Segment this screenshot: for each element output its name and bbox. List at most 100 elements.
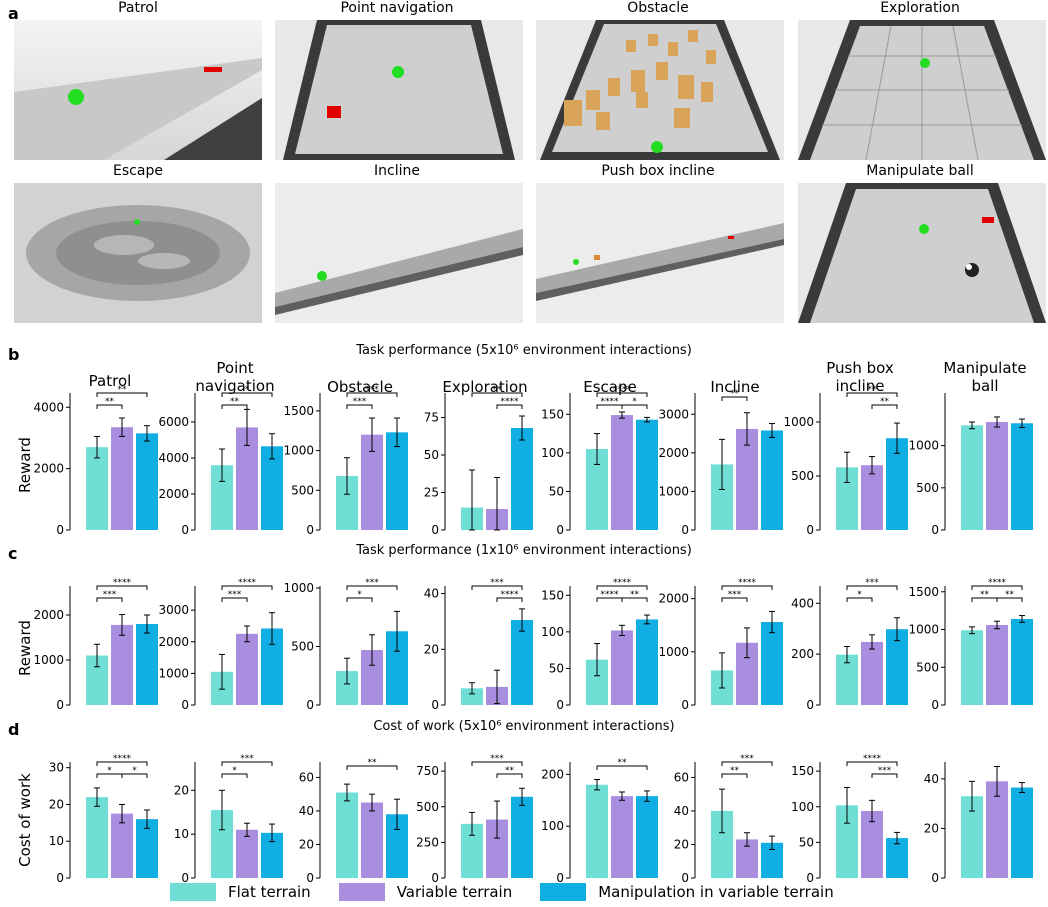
significance-label: *: [132, 766, 137, 776]
significance-label: **: [368, 758, 378, 768]
bar: [886, 438, 908, 530]
y-tick-label: 500: [916, 660, 939, 674]
bar: [736, 839, 758, 878]
y-tick-label: 500: [791, 469, 814, 483]
y-tick-label: 10: [49, 834, 64, 848]
bar: [86, 797, 108, 878]
bar: [961, 796, 983, 878]
bar: [211, 465, 233, 530]
significance-label: ***: [103, 590, 117, 600]
bar: [961, 630, 983, 705]
significance-label: ****: [738, 578, 757, 588]
bar: [1011, 618, 1033, 705]
bar: [336, 671, 358, 705]
y-tick-label: 2000: [658, 592, 689, 606]
y-tick-label: 0: [681, 698, 689, 712]
bar: [736, 428, 758, 530]
legend-item-flat-terrain: Flat terrain: [170, 883, 311, 901]
task-title-2: Obstacle: [327, 378, 393, 396]
y-axis-label-b: Reward: [16, 437, 34, 493]
task-title-0: Patrol: [88, 372, 132, 390]
bar: [236, 829, 258, 878]
y-tick-label: 0: [181, 698, 189, 712]
significance-label: *: [232, 766, 237, 776]
significance-bracket: [346, 404, 373, 409]
scene-title-escape: Escape: [113, 163, 163, 179]
y-tick-label: 0: [931, 698, 939, 712]
significance-label: *: [857, 590, 862, 600]
bar: [986, 781, 1008, 878]
chart-d-2: 0 20 40 60 **: [299, 758, 408, 885]
y-tick-label: 0: [306, 698, 314, 712]
bar: [86, 447, 108, 530]
y-tick-label: 0: [56, 698, 64, 712]
y-tick-label: 40: [424, 587, 439, 601]
significance-label: ****: [613, 578, 632, 588]
scene-manipulate-ball: [798, 183, 1046, 323]
legend-label-variable: Variable terrain: [396, 883, 513, 901]
task-title-4: Escape: [583, 378, 637, 396]
chart-b-0: 0 2000 4000 ****: [33, 385, 158, 537]
bar: [636, 619, 658, 705]
chart-b-6: 0 500 1000 ****: [783, 385, 908, 537]
significance-bracket: [496, 773, 523, 778]
y-tick-label: 0: [181, 871, 189, 885]
bar: [836, 654, 858, 705]
scene-incline: [275, 183, 523, 323]
y-tick-label: 3000: [658, 407, 689, 421]
y-tick-label: 50: [549, 484, 564, 498]
y-tick-label: 40: [299, 804, 314, 818]
y-tick-label: 50: [549, 661, 564, 675]
significance-bracket: [221, 597, 248, 602]
significance-bracket: [471, 392, 523, 397]
significance-label: **: [730, 766, 740, 776]
bar: [761, 622, 783, 705]
scene-title-obstacle: Obstacle: [627, 0, 689, 16]
significance-label: **: [1005, 590, 1015, 600]
chart-c-2: 0 500 1000 ****: [283, 578, 408, 712]
significance-bracket: [346, 597, 373, 602]
y-tick-label: 1000: [783, 415, 814, 429]
legend-item-manipulation: Manipulation in variable terrain: [540, 883, 834, 901]
section-title-c: Task performance (1x10⁶ environment inte…: [356, 543, 692, 558]
chart-d-5: 0 20 40 60 *****: [674, 754, 783, 885]
bar: [986, 422, 1008, 530]
bar: [836, 805, 858, 878]
significance-label: ****: [601, 397, 620, 407]
y-tick-label: 0: [556, 698, 564, 712]
significance-bracket: [721, 585, 773, 590]
y-tick-label: 500: [291, 640, 314, 654]
y-tick-label: 400: [791, 596, 814, 610]
significance-label: ****: [113, 754, 132, 764]
y-tick-label: 20: [49, 797, 64, 811]
section-title-b: Task performance (5x10⁶ environment inte…: [356, 343, 692, 358]
significance-bracket: [496, 404, 523, 409]
significance-label: **: [105, 397, 115, 407]
task-title-5: Incline: [710, 378, 760, 396]
bar: [836, 467, 858, 530]
significance-bracket: [221, 392, 273, 397]
y-tick-label: 0: [431, 523, 439, 537]
significance-label: ****: [113, 578, 132, 588]
task-title-1: Point navigation: [195, 359, 275, 395]
y-tick-label: 100: [541, 819, 564, 833]
y-tick-label: 60: [674, 770, 689, 784]
bar: [511, 428, 533, 530]
legend-swatch-variable: [338, 883, 385, 901]
bar: [761, 842, 783, 878]
scene-title-exploration: Exploration: [880, 0, 960, 16]
significance-bracket: [596, 585, 648, 590]
y-tick-label: 150: [791, 764, 814, 778]
y-tick-label: 1000: [283, 444, 314, 458]
y-tick-label: 20: [674, 837, 689, 851]
chart-c-6: 0 200 400 ****: [791, 578, 908, 712]
y-tick-label: 100: [541, 625, 564, 639]
significance-bracket: [721, 396, 748, 401]
y-tick-label: 0: [56, 871, 64, 885]
legend-label-flat: Flat terrain: [228, 883, 311, 901]
